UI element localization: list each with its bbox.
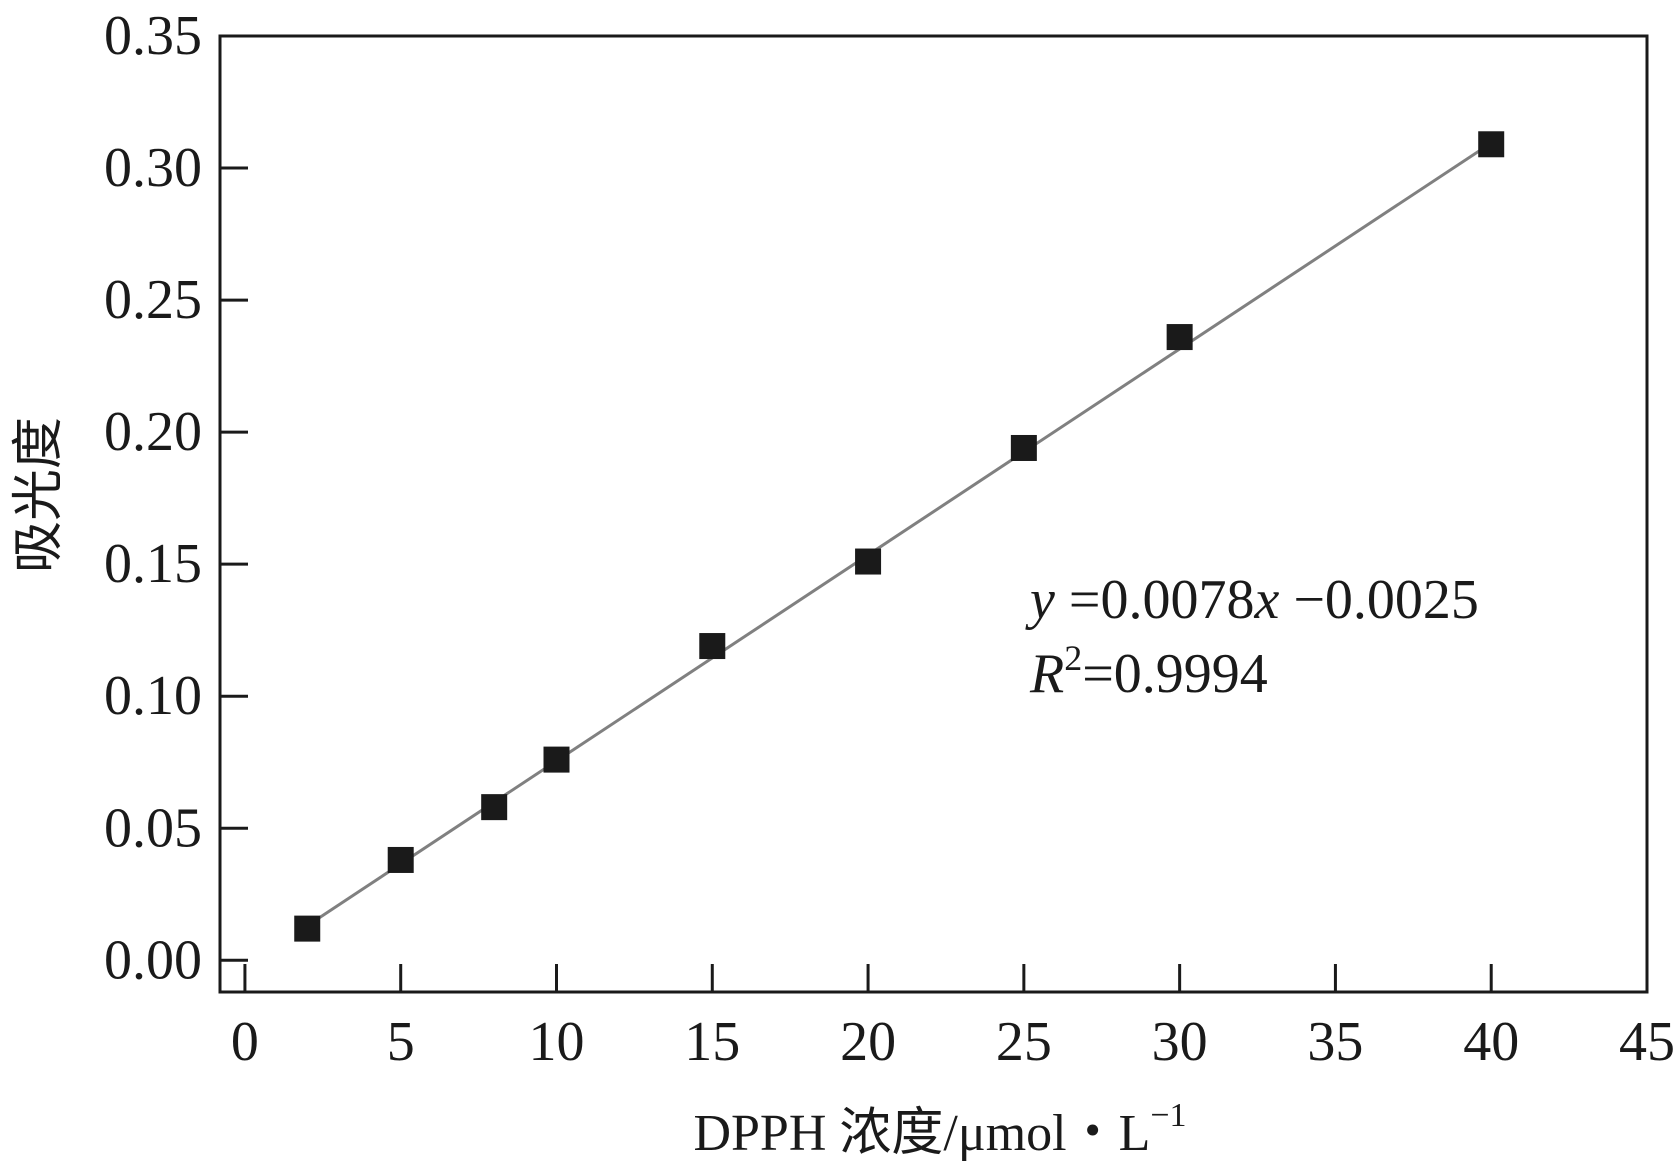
x-axis-ticks: 0 5 10 15 20 25 30 35 40 45 [231, 964, 1675, 1073]
data-point-marker [294, 915, 321, 942]
x-tick-label: 30 [1152, 1011, 1208, 1073]
equation-y-symbol: y [1025, 569, 1055, 631]
x-tick-label: 45 [1619, 1011, 1675, 1073]
data-point-marker [1166, 324, 1193, 351]
data-points [294, 131, 1505, 942]
x-tick-label: 10 [528, 1011, 584, 1073]
y-axis-title: 吸光度 [11, 417, 68, 573]
x-tick-label: 35 [1307, 1011, 1363, 1073]
equation-x-symbol: x [1253, 569, 1279, 631]
y-tick-label: 0.25 [104, 269, 202, 331]
x-tick-label: 15 [684, 1011, 740, 1073]
y-tick-label: 0.05 [104, 797, 202, 859]
y-axis-ticks: 0.00 0.05 0.10 0.15 0.20 0.25 0.30 0.35 [104, 5, 248, 991]
x-tick-label: 20 [840, 1011, 896, 1073]
x-axis-title-main: DPPH 浓度/μmol・L [693, 1105, 1150, 1162]
equation-slope-part: =0.0078 [1055, 569, 1255, 631]
y-tick-label: 0.10 [104, 665, 202, 727]
data-point-marker [1010, 434, 1037, 461]
x-tick-label: 40 [1463, 1011, 1519, 1073]
r-squared-value: =0.9994 [1082, 643, 1268, 705]
data-point-marker [543, 746, 570, 773]
y-tick-label: 0.30 [104, 137, 202, 199]
x-tick-label: 0 [231, 1011, 259, 1073]
x-tick-label: 25 [996, 1011, 1052, 1073]
data-point-marker [387, 846, 414, 873]
plot-frame [218, 34, 1649, 994]
data-point-marker [1478, 131, 1505, 158]
data-point-marker [699, 633, 726, 660]
y-tick-label: 0.20 [104, 401, 202, 463]
x-axis-title: DPPH 浓度/μmol・L−1 [693, 1097, 1186, 1162]
r-superscript: 2 [1064, 638, 1082, 678]
r-squared-annotation: R2=0.9994 [1029, 638, 1268, 705]
regression-equation: y =0.0078x −0.0025 [1025, 569, 1479, 631]
y-tick-label: 0.35 [104, 5, 202, 67]
data-point-marker [855, 548, 882, 575]
x-axis-title-superscript: −1 [1150, 1097, 1186, 1134]
equation-intercept-part: −0.0025 [1279, 569, 1479, 631]
y-tick-label: 0.15 [104, 533, 202, 595]
y-tick-label: 0.00 [104, 929, 202, 991]
data-point-marker [481, 794, 508, 821]
x-tick-label: 5 [387, 1011, 415, 1073]
r-symbol: R [1029, 643, 1064, 705]
